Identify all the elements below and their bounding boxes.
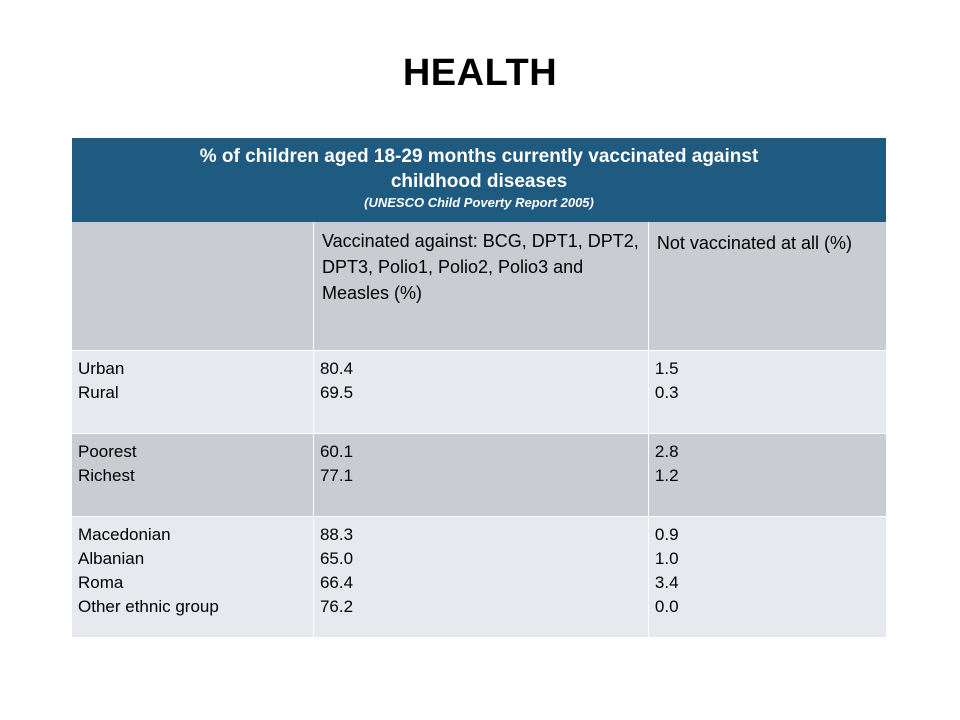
cell-value: 76.2	[319, 597, 354, 616]
column-header-not-vaccinated: Not vaccinated at all (%)	[648, 222, 886, 351]
cell-value: 65.0	[319, 549, 354, 568]
table-caption: % of children aged 18-29 months currentl…	[72, 138, 886, 222]
cell-value: 0.3	[654, 383, 679, 402]
cell-value: 66.4	[319, 573, 354, 592]
not-vaccinated-values: 2.8 1.2	[648, 433, 886, 517]
vaccinated-values: 60.1 77.1	[313, 433, 649, 517]
vaccinated-values: 88.3 65.0 66.4 76.2	[313, 516, 649, 638]
cell-value: 3.4	[654, 573, 679, 592]
row-label: Other ethnic group	[78, 597, 219, 616]
cell-value: 1.5	[654, 359, 679, 378]
column-header-category	[72, 222, 314, 351]
cell-value: 0.9	[654, 525, 679, 544]
cell-value: 80.4	[319, 359, 354, 378]
not-vaccinated-values: 0.9 1.0 3.4 0.0	[648, 516, 886, 638]
vaccinated-values: 80.4 69.5	[313, 350, 649, 434]
table-caption-title: % of children aged 18-29 months currentl…	[72, 138, 886, 194]
table-row: Poorest Richest 60.1 77.1 2.8 1.2	[72, 433, 886, 517]
table-source: (UNESCO Child Poverty Report 2005)	[364, 195, 594, 210]
table-header-row: % of children aged 18-29 months currentl…	[72, 138, 886, 222]
caption-line-1: % of children aged 18-29 months currentl…	[199, 146, 759, 167]
cell-value: 77.1	[319, 466, 354, 485]
page-title: HEALTH	[402, 52, 558, 94]
cell-value: 1.0	[654, 549, 679, 568]
cell-value: 60.1	[319, 442, 354, 461]
row-label: Richest	[78, 466, 135, 485]
row-label: Albanian	[78, 549, 145, 568]
caption-line-2: childhood diseases	[390, 171, 568, 192]
row-labels: Urban Rural	[72, 350, 314, 434]
column-header-row: Vaccinated against: BCG, DPT1, DPT2, DPT…	[72, 222, 886, 351]
cell-value: 0.0	[654, 597, 679, 616]
vaccination-table: % of children aged 18-29 months currentl…	[72, 138, 886, 638]
row-label: Poorest	[78, 442, 137, 461]
column-header-vaccinated: Vaccinated against: BCG, DPT1, DPT2, DPT…	[313, 222, 649, 351]
cell-value: 1.2	[654, 466, 679, 485]
not-vaccinated-values: 1.5 0.3	[648, 350, 886, 434]
row-label: Urban	[78, 359, 125, 378]
table-row: Macedonian Albanian Roma Other ethnic gr…	[72, 516, 886, 638]
row-label: Macedonian	[78, 525, 171, 544]
cell-value: 69.5	[319, 383, 354, 402]
cell-value: 2.8	[654, 442, 679, 461]
cell-value: 88.3	[319, 525, 354, 544]
row-label: Roma	[78, 573, 124, 592]
table-row: Urban Rural 80.4 69.5 1.5 0.3	[72, 350, 886, 434]
row-labels: Poorest Richest	[72, 433, 314, 517]
row-labels: Macedonian Albanian Roma Other ethnic gr…	[72, 516, 314, 638]
row-label: Rural	[78, 383, 119, 402]
